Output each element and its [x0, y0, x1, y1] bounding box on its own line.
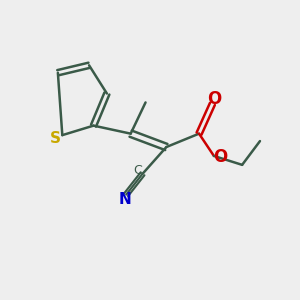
Text: O: O: [213, 148, 227, 166]
Text: O: O: [207, 91, 221, 109]
Text: N: N: [118, 192, 131, 207]
Text: S: S: [50, 130, 61, 146]
Text: C: C: [133, 164, 142, 177]
